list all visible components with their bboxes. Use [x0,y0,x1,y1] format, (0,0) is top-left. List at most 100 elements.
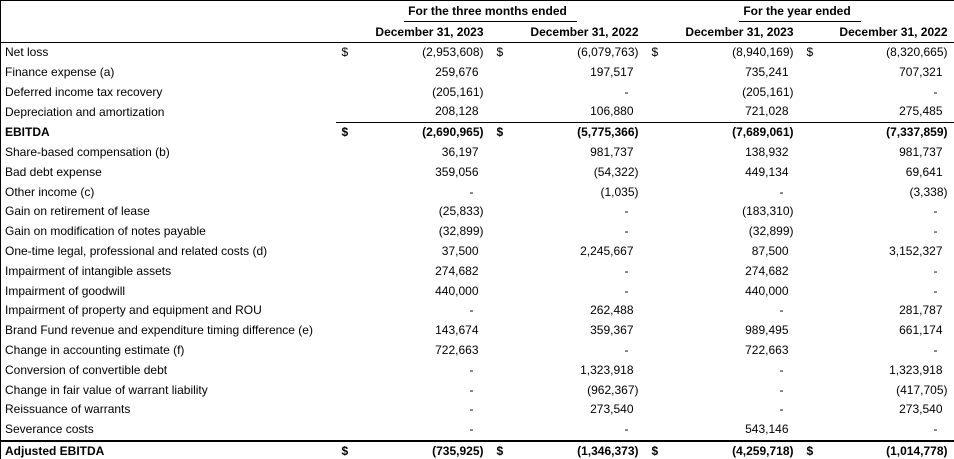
currency-symbol [646,420,666,441]
cell-value: 543,146 [745,422,789,437]
cell-value: 87,500 [751,243,789,258]
row-label: Conversion of convertible debt [5,362,168,377]
row-label: Change in accounting estimate (f) [5,342,185,357]
row-label: One-time legal, professional and related… [5,243,268,258]
currency-symbol: $ [490,122,511,143]
table-row: EBITDA $ (2,690,965) $ (5,775,366) (7,689,061… [1,122,954,143]
table-row: Adjusted EBITDA $ (735,925) $ (1,346,373) $ (4… [0,439,954,459]
row-label: Severance costs [5,422,94,437]
currency-symbol [646,400,666,420]
cell-value: (7,337,859) [820,122,954,143]
currency-symbol [336,163,356,183]
cell-value: 273,540 [590,402,634,417]
table-row: Reissuance of warrants - 273,540 - 273,540 [1,400,954,420]
row-label: Share-based compensation (b) [5,144,170,159]
currency-symbol [491,83,511,103]
cell-value: - [469,402,474,417]
cell-value: - [624,84,629,99]
row-label: Net loss [5,45,49,59]
currency-symbol [801,222,821,242]
cell-value: 275,485 [899,104,943,119]
cell-value: - [933,224,938,239]
currency-symbol [491,341,511,361]
row-label: Impairment of property and equipment and… [5,303,262,318]
cell-value: - [933,283,938,298]
currency-symbol [801,102,821,122]
table-row: Depreciation and amortization 208,128 106,… [1,102,954,122]
row-label: Impairment of intangible assets [5,263,172,278]
currency-symbol [336,262,356,282]
cell-value: (417,705) [896,382,948,397]
table-row: Brand Fund revenue and expenditure timin… [1,321,954,341]
cell-value: - [469,422,474,437]
cell-value: 449,134 [745,164,789,179]
header-spacer [0,22,336,43]
cell-value: 735,241 [745,64,789,79]
table-row: Change in fair value of warrant liabilit… [1,381,954,401]
currency-symbol [646,381,666,401]
currency-symbol [801,183,821,203]
row-label: Depreciation and amortization [5,104,165,119]
currency-symbol [336,242,356,262]
currency-symbol [646,321,666,341]
row-label: Change in fair value of warrant liabilit… [5,382,208,397]
cell-value: 69,641 [905,164,943,179]
currency-symbol: $ [490,439,511,459]
currency-symbol [646,63,666,83]
cell-value: - [624,224,629,239]
table-row: Gain on retirement of lease (25,833) - (183… [1,202,954,222]
currency-symbol [336,202,356,222]
currency-symbol: $ [341,45,349,59]
currency-symbol [646,301,666,321]
currency-symbol [491,361,511,381]
cell-value: 143,674 [435,323,479,338]
row-label: Other income (c) [5,184,95,199]
currency-symbol [801,321,821,341]
currency-symbol [336,143,356,163]
cell-value: - [779,362,784,377]
currency-symbol [336,63,356,83]
currency-symbol [336,381,356,401]
currency-symbol [646,83,666,103]
cell-value: 274,682 [745,263,789,278]
currency-symbol [801,143,821,163]
cell-value: 197,517 [590,64,634,79]
period-group-year: For the year ended [646,1,954,22]
currency-symbol [336,282,356,302]
currency-symbol [801,400,821,420]
currency-symbol [336,361,356,381]
header-spacer [1,1,336,23]
period-group-header-row: For the three months ended For the year … [1,1,954,23]
cell-value: (8,940,169) [732,45,794,59]
cell-value: - [624,283,629,298]
cell-value: - [779,402,784,417]
cell-value: 106,880 [590,104,634,119]
cell-value: 981,737 [899,144,943,159]
cell-value: (25,833) [438,204,484,219]
row-label: EBITDA [5,124,50,139]
currency-symbol [646,222,666,242]
currency-symbol [491,102,511,122]
table-row: Conversion of convertible debt - 1,323,918… [1,361,954,381]
currency-symbol [336,400,356,420]
currency-symbol: $ [800,439,821,459]
cell-value: 707,321 [899,64,943,79]
cell-value: 208,128 [435,104,479,119]
cell-value: (2,953,608) [422,45,484,59]
currency-symbol [491,163,511,183]
currency-symbol [491,420,511,441]
table-row: One-time legal, professional and related… [1,242,954,262]
cell-value: (7,689,061) [665,122,801,143]
currency-symbol [491,183,511,203]
currency-symbol [491,301,511,321]
cell-value: - [469,362,474,377]
period-group-three-months: For the three months ended [336,1,646,22]
cell-value: 440,000 [435,283,479,298]
currency-symbol [801,361,821,381]
currency-symbol [336,321,356,341]
currency-symbol [646,341,666,361]
currency-symbol: $ [645,439,666,459]
table-row: Net loss $ (2,953,608) $ (6,079,763) $ (8,940,… [1,43,954,63]
cell-value: - [469,303,474,318]
currency-symbol [491,282,511,302]
